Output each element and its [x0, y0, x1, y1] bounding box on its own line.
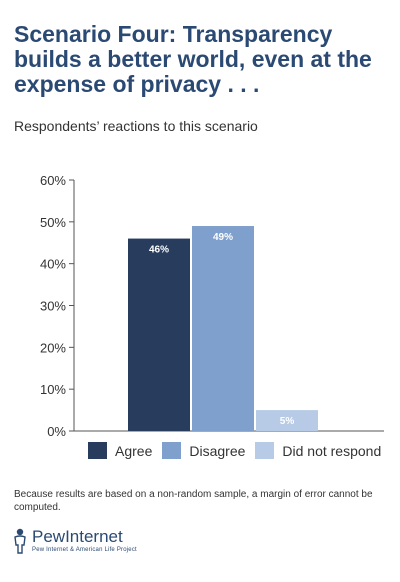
y-tick-label: 40% [40, 257, 66, 272]
data-label: 46% [149, 245, 169, 256]
bar-disagree [192, 226, 254, 431]
bars [128, 226, 318, 431]
bar-agree [128, 238, 190, 431]
legend-label-disagree: Disagree [189, 442, 246, 459]
logo-tagline: Pew Internet & American Life Project [32, 547, 137, 553]
bar-chart: 0% 10% 20% 30% 40% 50% 60% 46% 49% 5% [40, 173, 384, 439]
y-tick-label: 30% [40, 299, 66, 314]
pew-internet-logo: PewInternet Pew Internet & American Life… [12, 528, 137, 554]
legend-swatch-disagree [162, 442, 182, 459]
data-labels: 46% 49% 5% [149, 232, 294, 427]
legend-item-disagree: Disagree [162, 442, 245, 459]
footnote: Because results are based on a non-rando… [14, 489, 373, 513]
y-axis: 0% 10% 20% 30% 40% 50% 60% [40, 173, 384, 439]
y-tick-label: 50% [40, 215, 66, 230]
chart-title: Scenario Four: Transparency builds a bet… [14, 21, 372, 97]
data-label: 5% [280, 416, 295, 427]
logo-text: PewInternet Pew Internet & American Life… [32, 528, 137, 554]
legend-item-agree: Agree [88, 442, 152, 459]
legend-swatch-no-response [255, 442, 275, 459]
bar-did-not-respond [256, 410, 318, 431]
logo-name: PewInternet [32, 527, 123, 546]
legend-label-no-response: Did not respond [282, 442, 382, 459]
legend: Agree Disagree Did not respond [88, 442, 381, 459]
person-logo-icon [14, 528, 26, 554]
legend-swatch-agree [88, 442, 107, 459]
y-tick-label: 20% [40, 340, 66, 355]
data-label: 49% [213, 232, 233, 243]
legend-label-agree: Agree [115, 442, 153, 459]
y-tick-label: 0% [47, 424, 66, 439]
chart-subtitle: Respondents’ reactions to this scenario [14, 118, 258, 134]
y-tick-label: 60% [40, 173, 66, 188]
legend-item-no-response: Did not respond [255, 442, 381, 459]
y-tick-label: 10% [40, 382, 66, 397]
